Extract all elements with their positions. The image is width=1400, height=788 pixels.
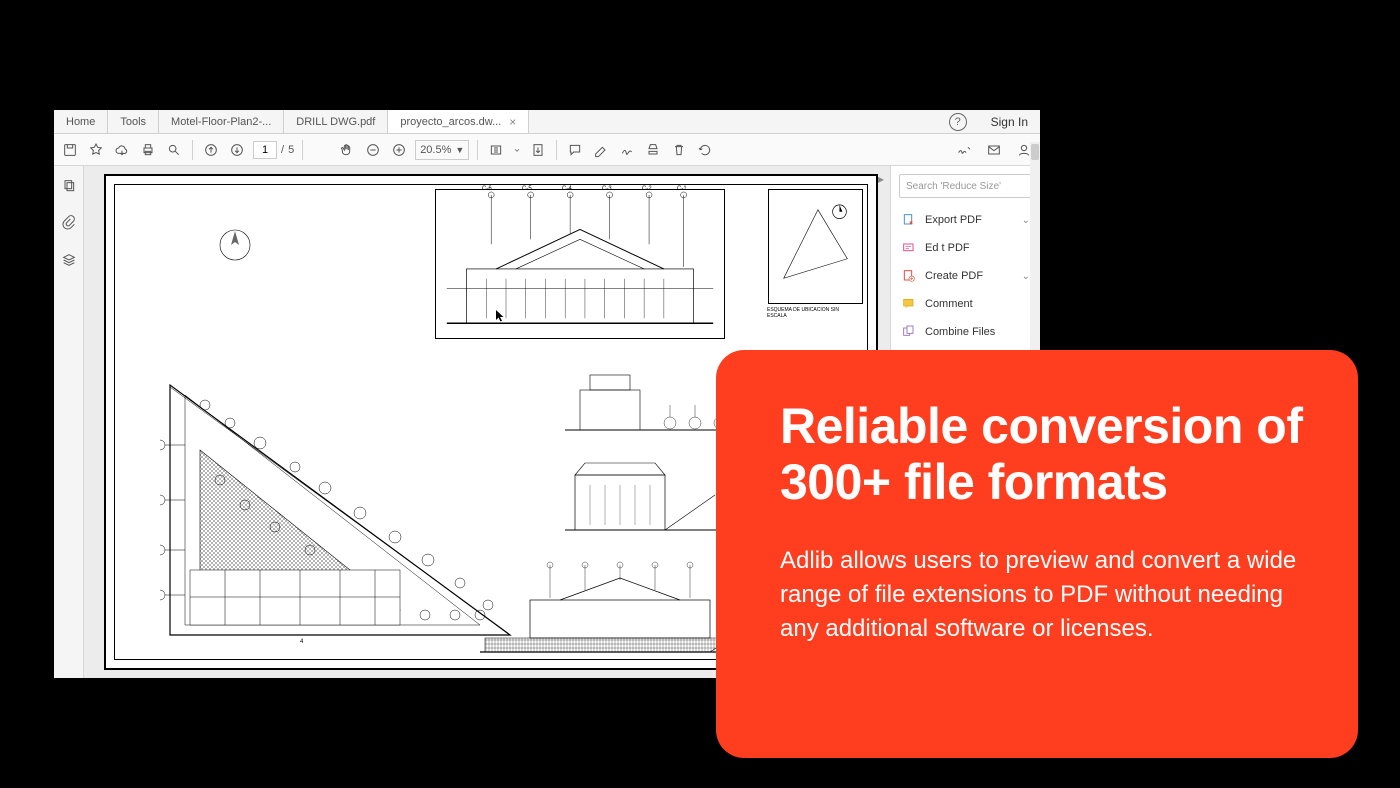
separator — [302, 140, 303, 160]
grid-label: C-3 — [602, 186, 612, 192]
tab-file-1[interactable]: Motel-Floor-Plan2-... — [159, 110, 284, 133]
tab-home[interactable]: Home — [54, 110, 108, 133]
combine-icon — [901, 324, 917, 340]
fit-width-icon[interactable] — [486, 140, 506, 160]
grid-label: C-2 — [642, 186, 652, 192]
tab-file-2[interactable]: DRILL DWG.pdf — [284, 110, 388, 133]
star-icon[interactable] — [86, 140, 106, 160]
search-placeholder: Search 'Reduce Size' — [906, 181, 1001, 192]
signature-icon[interactable] — [954, 140, 974, 160]
hand-icon[interactable] — [337, 140, 357, 160]
grid-label: C-4 — [562, 186, 572, 192]
page-indicator: / 5 — [253, 141, 294, 159]
print-icon[interactable] — [138, 140, 158, 160]
zoom-in-icon[interactable] — [389, 140, 409, 160]
location-map — [768, 189, 863, 304]
tab-label: Tools — [120, 116, 146, 128]
tool-label: Ed t PDF — [925, 242, 970, 254]
create-pdf-icon — [901, 268, 917, 284]
highlight-icon[interactable] — [591, 140, 611, 160]
grid-label: C-6 — [482, 186, 492, 192]
marketing-callout: Reliable conversion of 300+ file formats… — [716, 350, 1358, 758]
tab-label: DRILL DWG.pdf — [296, 116, 375, 128]
page-number-input[interactable] — [253, 141, 277, 159]
comment-icon — [901, 296, 917, 312]
search-icon[interactable] — [164, 140, 184, 160]
page-down-icon[interactable] — [227, 140, 247, 160]
cloud-icon[interactable] — [112, 140, 132, 160]
delete-icon[interactable] — [669, 140, 689, 160]
tool-label: Comment — [925, 298, 973, 310]
help-icon[interactable]: ? — [949, 113, 967, 131]
tool-combine[interactable]: Combine Files — [891, 318, 1040, 346]
tool-label: Create PDF — [925, 270, 983, 282]
close-icon[interactable]: × — [509, 115, 516, 129]
grid-label: C-5 — [522, 186, 532, 192]
zoom-value: 20.5% — [420, 144, 451, 156]
separator — [477, 140, 478, 160]
tool-edit-pdf[interactable]: Ed t PDF — [891, 234, 1040, 262]
scroll-thumb[interactable] — [1031, 144, 1039, 160]
toolbar: / 5 20.5% ▼ — [54, 134, 1040, 166]
left-rail — [54, 166, 84, 678]
chevron-down-icon[interactable]: ⌄ — [1022, 271, 1030, 282]
rotate-icon[interactable] — [695, 140, 715, 160]
section-drawing-2 — [560, 445, 740, 540]
tab-file-3[interactable]: proyecto_arcos.dw... × — [388, 110, 529, 133]
chevron-down-icon: ▼ — [455, 145, 464, 155]
chevron-down-icon[interactable] — [512, 140, 522, 160]
page-sep: / — [281, 144, 284, 156]
export-pdf-icon — [901, 212, 917, 228]
scale-note: 4 — [300, 639, 304, 645]
north-arrow-icon — [215, 225, 255, 265]
collapse-right-icon[interactable]: ▸ — [878, 172, 890, 184]
grid-label: C-1 — [677, 186, 687, 192]
callout-title: Reliable conversion of 300+ file formats — [780, 398, 1310, 510]
tool-create-pdf[interactable]: Create PDF ⌄ — [891, 262, 1040, 290]
tab-label: proyecto_arcos.dw... — [400, 116, 501, 128]
page-up-icon[interactable] — [201, 140, 221, 160]
tool-label: Export PDF — [925, 214, 982, 226]
signin-label: Sign In — [991, 115, 1028, 129]
comment-icon[interactable] — [565, 140, 585, 160]
separator — [556, 140, 557, 160]
layers-icon[interactable] — [61, 252, 77, 273]
section-drawing-1 — [560, 355, 740, 440]
zoom-out-icon[interactable] — [363, 140, 383, 160]
search-input[interactable]: Search 'Reduce Size' — [899, 174, 1032, 198]
thumbnails-icon[interactable] — [61, 178, 77, 199]
location-label: ESQUEMA DE UBICACION SIN ESCALA — [767, 307, 857, 319]
zoom-select[interactable]: 20.5% ▼ — [415, 140, 469, 160]
chevron-down-icon[interactable]: ⌄ — [1022, 215, 1030, 226]
tab-label: Motel-Floor-Plan2-... — [171, 116, 271, 128]
attachments-icon[interactable] — [61, 215, 77, 236]
pointer-icon[interactable] — [311, 140, 331, 160]
stamp-icon[interactable] — [643, 140, 663, 160]
sign-icon[interactable] — [617, 140, 637, 160]
signin-link[interactable]: Sign In — [979, 115, 1040, 129]
callout-body: Adlib allows users to preview and conver… — [780, 544, 1310, 646]
tab-tools[interactable]: Tools — [108, 110, 159, 133]
site-plan: 4 — [160, 315, 530, 645]
tool-export-pdf[interactable]: Export PDF ⌄ — [891, 206, 1040, 234]
tab-bar: Home Tools Motel-Floor-Plan2-... DRILL D… — [54, 110, 1040, 134]
tab-label: Home — [66, 116, 95, 128]
tool-label: Combine Files — [925, 326, 995, 338]
email-icon[interactable] — [984, 140, 1004, 160]
page-total: 5 — [288, 144, 294, 156]
separator — [192, 140, 193, 160]
edit-pdf-icon — [901, 240, 917, 256]
cursor-icon — [495, 309, 505, 323]
save-icon[interactable] — [60, 140, 80, 160]
fit-page-icon[interactable] — [528, 140, 548, 160]
tool-comment[interactable]: Comment — [891, 290, 1040, 318]
